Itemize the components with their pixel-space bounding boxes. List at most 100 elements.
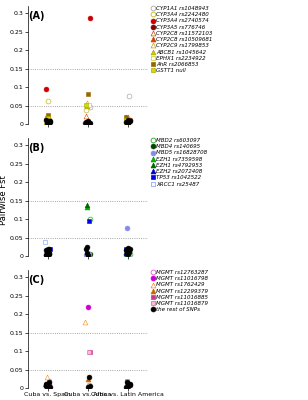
Point (127, 246, 132, 252)
Point (44, 120, 49, 126)
Point (127, 246, 132, 252)
Point (126, 251, 131, 257)
Point (123, 114, 128, 120)
Point (124, 120, 129, 126)
Legend: MBD2 rs603097, MBD4 rs140695, MBD5 rs16828708, EZH1 rs7359598, EZH1 rs4792953, E: MBD2 rs603097, MBD4 rs140695, MBD5 rs168… (151, 138, 208, 186)
Point (84, 113, 89, 119)
Point (126, 251, 131, 257)
Point (45, 119, 50, 125)
Point (84, 244, 89, 250)
Point (84, 103, 89, 110)
Point (47, 251, 51, 257)
Point (44, 382, 49, 388)
Point (124, 250, 129, 256)
Point (45, 113, 50, 119)
Point (85, 120, 90, 126)
Point (84, 202, 89, 209)
Point (83, 120, 88, 126)
Point (84, 100, 89, 106)
Point (45, 251, 50, 257)
Point (87, 102, 91, 108)
Text: (B): (B) (29, 143, 45, 153)
Point (46, 378, 51, 384)
Point (125, 245, 130, 251)
Point (124, 384, 129, 390)
Point (45, 114, 50, 120)
Point (83, 120, 88, 126)
Point (43, 86, 48, 92)
Point (85, 118, 90, 124)
Point (87, 383, 92, 389)
Point (126, 118, 131, 124)
Point (86, 384, 91, 390)
Point (84, 107, 89, 113)
Point (43, 239, 48, 245)
Point (124, 119, 129, 125)
Point (84, 204, 89, 210)
Point (123, 250, 128, 256)
Point (45, 374, 50, 380)
Point (125, 117, 130, 124)
Point (125, 119, 130, 125)
Point (83, 246, 88, 252)
Point (126, 117, 131, 124)
Point (124, 378, 129, 384)
Point (43, 252, 48, 258)
Point (87, 349, 92, 355)
Point (127, 382, 132, 388)
Point (86, 90, 91, 97)
Legend: MGMT rs12763287, MGMT rs11016798, MGMT rs1762429, MGMT rs12299379, MGMT rs110168: MGMT rs12763287, MGMT rs11016798, MGMT r… (151, 270, 209, 312)
Point (47, 379, 52, 386)
Point (45, 383, 50, 389)
Point (126, 251, 131, 257)
Point (124, 246, 129, 252)
Point (127, 251, 132, 257)
Point (87, 251, 92, 257)
Point (86, 252, 91, 258)
Point (87, 218, 91, 224)
Point (45, 248, 50, 255)
Point (127, 380, 132, 387)
Point (47, 384, 52, 390)
Point (87, 374, 92, 380)
Point (124, 114, 129, 120)
Point (43, 116, 48, 123)
Point (46, 246, 51, 252)
Point (87, 349, 91, 355)
Point (87, 251, 92, 257)
Point (43, 383, 48, 389)
Point (127, 93, 132, 99)
Point (47, 250, 51, 256)
Point (45, 381, 50, 388)
Point (87, 104, 92, 111)
Point (46, 117, 51, 124)
Point (87, 251, 92, 257)
Point (87, 216, 92, 222)
Point (47, 119, 52, 125)
Text: (A): (A) (29, 11, 45, 21)
Text: Pairwise Fst: Pairwise Fst (0, 175, 8, 225)
Point (84, 250, 89, 256)
Point (127, 381, 132, 388)
Point (123, 117, 128, 124)
Point (84, 102, 89, 108)
Point (84, 102, 89, 108)
Point (45, 112, 50, 118)
Point (124, 225, 129, 232)
Point (124, 379, 129, 386)
Point (124, 383, 128, 389)
Point (46, 98, 51, 104)
Point (126, 114, 131, 120)
Point (126, 383, 131, 389)
Point (124, 251, 128, 257)
Text: (C): (C) (29, 275, 45, 285)
Point (47, 116, 52, 123)
Point (47, 120, 52, 126)
Point (44, 381, 49, 388)
Point (43, 119, 48, 125)
Point (47, 246, 52, 252)
Legend: CYP1A1 rs1048943, CYP3A4 rs2242480, CYP3A4 rs2740574, CYP3A5 rs776746, CYP2C8 rs: CYP1A1 rs1048943, CYP3A4 rs2242480, CYP3… (151, 6, 213, 73)
Point (126, 383, 131, 389)
Point (124, 379, 129, 386)
Point (47, 118, 52, 124)
